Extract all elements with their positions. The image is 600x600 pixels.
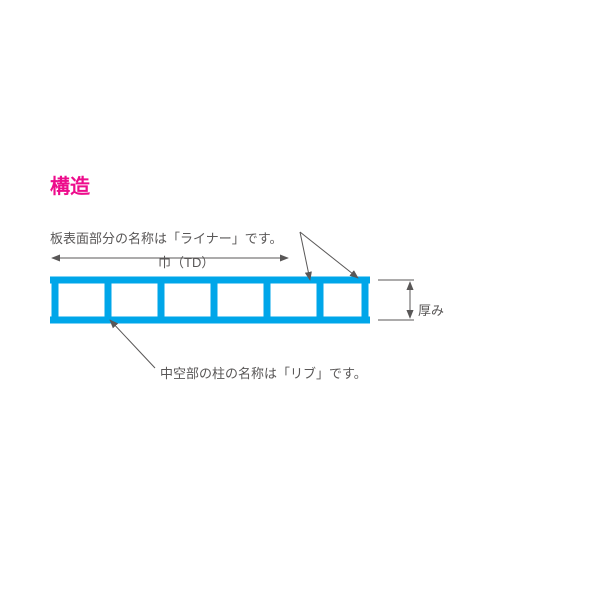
panel-cross-section — [50, 277, 370, 324]
structure-diagram — [0, 0, 600, 600]
